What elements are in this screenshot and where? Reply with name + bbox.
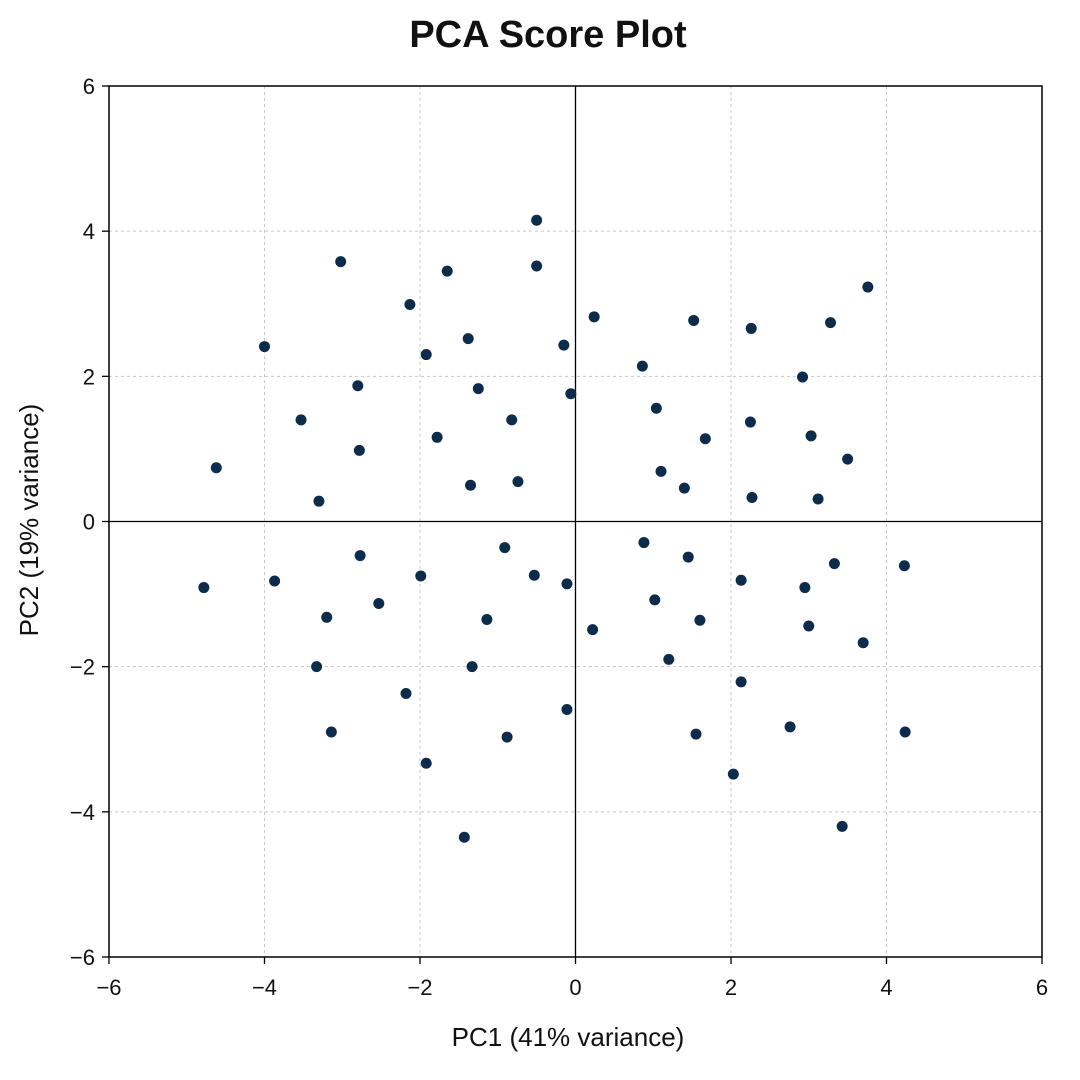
y-tick-label: 0 bbox=[83, 510, 95, 535]
x-tick-label: −2 bbox=[407, 975, 432, 1000]
data-point bbox=[352, 380, 364, 392]
data-point bbox=[565, 388, 577, 400]
y-ticks: −6 −4 −2 0 2 4 6 bbox=[70, 74, 109, 970]
data-point bbox=[420, 349, 432, 361]
data-point bbox=[862, 281, 874, 293]
x-tick-label: 0 bbox=[569, 975, 581, 1000]
data-point bbox=[745, 322, 757, 334]
data-point bbox=[638, 537, 650, 549]
data-point bbox=[354, 550, 366, 562]
data-point bbox=[311, 661, 323, 673]
data-point bbox=[499, 542, 511, 554]
data-point bbox=[587, 624, 599, 636]
data-point bbox=[825, 317, 837, 329]
x-ticks: −6 −4 −2 0 2 4 6 bbox=[96, 957, 1048, 1000]
data-point bbox=[842, 453, 854, 465]
x-tick-label: 4 bbox=[880, 975, 892, 1000]
y-axis-label: PC2 (19% variance) bbox=[14, 404, 44, 637]
data-point bbox=[836, 820, 848, 832]
data-point bbox=[561, 703, 573, 715]
data-point bbox=[558, 339, 570, 351]
data-point bbox=[682, 551, 694, 563]
data-point bbox=[735, 574, 747, 586]
data-point bbox=[404, 298, 416, 310]
data-point bbox=[784, 721, 796, 733]
data-point bbox=[462, 333, 474, 345]
data-point bbox=[797, 371, 809, 383]
data-point bbox=[295, 414, 307, 426]
data-point bbox=[531, 260, 543, 272]
data-point bbox=[210, 462, 222, 474]
data-point bbox=[269, 575, 281, 587]
data-point bbox=[465, 479, 477, 491]
data-point bbox=[694, 614, 706, 626]
data-point bbox=[699, 433, 711, 445]
y-tick-label: 4 bbox=[83, 219, 95, 244]
chart-title: PCA Score Plot bbox=[409, 14, 687, 56]
data-point bbox=[799, 582, 811, 594]
x-tick-label: −6 bbox=[96, 975, 121, 1000]
data-point bbox=[325, 726, 337, 738]
data-point bbox=[335, 256, 347, 268]
data-point bbox=[431, 431, 443, 443]
x-tick-label: 6 bbox=[1036, 975, 1048, 1000]
data-point bbox=[458, 831, 470, 843]
data-point bbox=[506, 414, 518, 426]
data-point bbox=[744, 416, 756, 428]
data-point bbox=[415, 570, 427, 582]
data-point bbox=[898, 560, 910, 572]
grid-lines bbox=[109, 86, 1042, 957]
data-point bbox=[588, 311, 600, 323]
data-point bbox=[899, 726, 911, 738]
data-point bbox=[727, 768, 739, 780]
data-point bbox=[353, 444, 365, 456]
y-tick-label: −6 bbox=[70, 945, 95, 970]
data-point bbox=[481, 613, 493, 625]
data-point bbox=[420, 757, 432, 769]
data-point bbox=[313, 495, 325, 507]
data-point bbox=[636, 360, 648, 372]
data-point bbox=[531, 214, 543, 226]
data-point bbox=[655, 465, 667, 477]
data-point bbox=[857, 637, 869, 649]
data-point bbox=[441, 265, 453, 277]
data-point bbox=[501, 731, 513, 743]
y-tick-label: −2 bbox=[70, 655, 95, 680]
data-point bbox=[663, 653, 675, 665]
data-points bbox=[198, 214, 911, 843]
data-point bbox=[803, 620, 815, 632]
data-point bbox=[561, 578, 573, 590]
data-point bbox=[746, 492, 758, 504]
data-point bbox=[259, 341, 270, 353]
y-tick-label: 2 bbox=[83, 364, 95, 389]
x-axis-label: PC1 (41% variance) bbox=[452, 1022, 685, 1052]
data-point bbox=[812, 493, 824, 505]
data-point bbox=[735, 676, 747, 688]
data-point bbox=[512, 476, 524, 488]
data-point bbox=[466, 661, 478, 673]
data-point bbox=[528, 569, 540, 581]
data-point bbox=[805, 430, 817, 442]
data-point bbox=[650, 402, 662, 414]
data-point bbox=[649, 594, 661, 606]
y-tick-label: 6 bbox=[83, 74, 95, 99]
x-tick-label: −4 bbox=[252, 975, 277, 1000]
data-point bbox=[400, 688, 412, 700]
data-point bbox=[678, 482, 690, 494]
data-point bbox=[688, 314, 700, 326]
data-point bbox=[321, 611, 333, 623]
data-point bbox=[828, 558, 840, 570]
x-tick-label: 2 bbox=[725, 975, 737, 1000]
y-tick-label: −4 bbox=[70, 800, 95, 825]
data-point bbox=[472, 383, 484, 395]
data-point bbox=[198, 582, 210, 594]
zero-lines bbox=[109, 86, 1042, 957]
data-point bbox=[373, 598, 385, 610]
data-point bbox=[690, 728, 702, 740]
